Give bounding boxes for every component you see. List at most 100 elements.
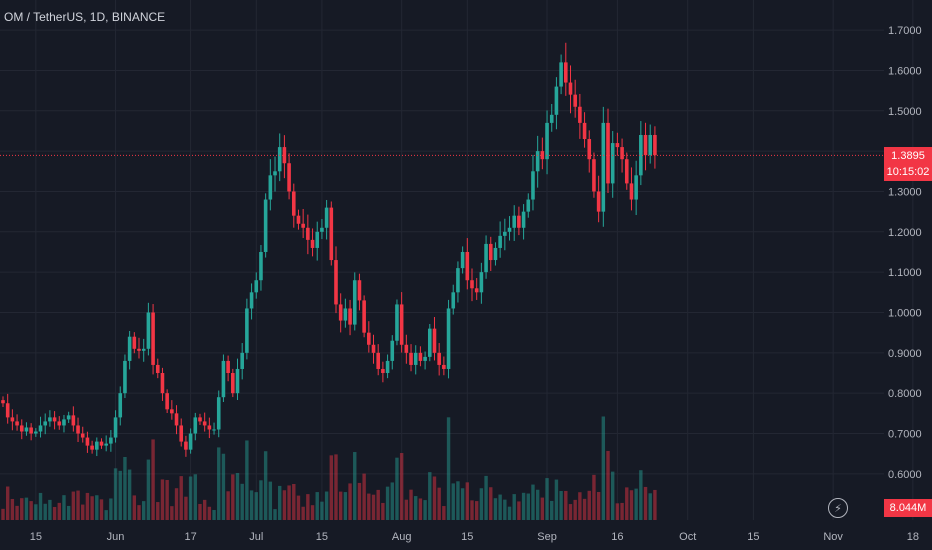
volume-bar	[62, 495, 66, 520]
volume-bar	[470, 500, 474, 520]
candle	[362, 295, 366, 338]
candle	[395, 299, 399, 346]
candle-body	[184, 441, 188, 450]
candle-body	[606, 122, 610, 184]
volume-bar	[381, 502, 385, 520]
candle	[1, 396, 5, 408]
volume-bar	[643, 486, 648, 520]
candle-body	[601, 122, 606, 212]
volume-bar	[217, 447, 221, 520]
volume-bar	[254, 492, 258, 520]
volume-bar	[367, 493, 371, 520]
candle-body	[531, 171, 535, 200]
candle	[52, 411, 57, 430]
volume-bar	[601, 416, 606, 520]
volume-bar	[648, 493, 652, 520]
candle	[456, 261, 460, 303]
candle-body	[71, 415, 76, 426]
candle-body	[221, 360, 226, 398]
candle	[268, 159, 273, 211]
candle-body	[207, 425, 212, 430]
volume-bar	[517, 501, 521, 520]
candle	[488, 236, 493, 271]
candle	[367, 321, 371, 353]
candle-body	[474, 288, 479, 293]
time-axis[interactable]: 15 Jun 17 Jul 15 Aug 15 Sep 16 Oct 15 Nov 18	[30, 531, 919, 543]
candle-body	[291, 191, 296, 216]
volume-value-tag: 8.044M	[884, 499, 932, 517]
candle	[226, 355, 230, 382]
lightning-icon[interactable]: ⚡︎	[828, 498, 848, 518]
symbol-title[interactable]: OM / TetherUS, 1D, BINANCE	[4, 10, 166, 24]
candle	[259, 245, 263, 291]
volume-bar	[564, 490, 568, 520]
volume-bar	[414, 496, 418, 520]
volume-bar	[399, 453, 404, 520]
candle-body	[610, 143, 615, 184]
candle-body	[277, 147, 282, 172]
candle	[184, 435, 188, 457]
candle-body	[48, 417, 52, 422]
volume-bar	[48, 499, 52, 520]
volume-bar	[559, 491, 563, 520]
y-tick-label: 0.6000	[888, 469, 922, 481]
candle	[390, 335, 395, 370]
volume-bar	[639, 470, 643, 520]
candle-body	[493, 247, 498, 261]
y-tick-label: 0.9000	[888, 348, 922, 360]
candle	[639, 121, 643, 186]
candle-body	[423, 356, 427, 361]
candle	[287, 153, 291, 200]
volume-bar	[404, 499, 409, 520]
candle-body	[226, 360, 230, 374]
candle	[62, 414, 66, 433]
candle	[474, 278, 479, 300]
candle-body	[165, 393, 169, 410]
bar-countdown: 10:15:02	[886, 166, 930, 179]
volume-bar	[160, 479, 165, 520]
volume-bar	[85, 492, 90, 520]
volume-bar	[587, 490, 591, 520]
candle-body	[338, 304, 343, 321]
volume-bar	[221, 453, 226, 520]
candle	[634, 160, 638, 216]
candle	[460, 246, 465, 274]
candle-body	[629, 183, 634, 200]
volume-bar	[554, 479, 559, 520]
price-axis[interactable]: 0.6000 0.7000 0.8000 0.9000 1.0000 1.1000 1.20…	[888, 25, 922, 481]
candle-body	[503, 231, 507, 236]
candle-body	[123, 360, 127, 394]
candle-body	[470, 280, 474, 289]
volume-bar	[43, 503, 47, 520]
candle-body	[80, 433, 85, 438]
candle	[545, 110, 549, 175]
y-tick-label: 1.7000	[888, 25, 922, 37]
candle	[48, 410, 52, 427]
volume-bar	[465, 482, 470, 520]
candle	[99, 438, 104, 449]
candle-body	[399, 304, 404, 345]
candle	[535, 135, 540, 188]
candle	[549, 104, 554, 132]
candle-body	[554, 86, 559, 115]
candle	[221, 354, 226, 402]
candle	[357, 273, 362, 311]
volume-bar	[353, 452, 357, 520]
volume-bar	[268, 481, 273, 520]
candle-body	[362, 300, 366, 333]
candle	[610, 131, 615, 198]
candle	[123, 354, 127, 399]
candle	[329, 201, 334, 266]
candle-body	[418, 352, 423, 361]
candle	[235, 358, 240, 400]
candle-body	[559, 62, 563, 87]
volume-bar	[235, 473, 240, 520]
candle	[320, 218, 324, 240]
candle-body	[287, 163, 291, 192]
volume-bar	[376, 489, 380, 520]
candle-body	[573, 94, 577, 107]
candle-body	[578, 106, 582, 123]
candle	[57, 416, 62, 430]
